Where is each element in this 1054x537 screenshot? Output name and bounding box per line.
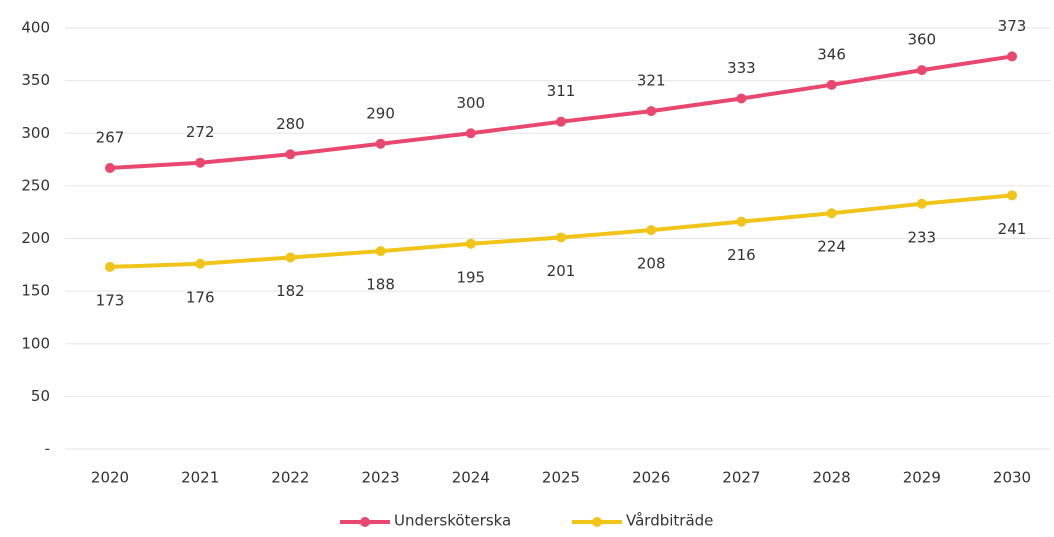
x-tick-label: 2030 <box>993 469 1031 487</box>
point <box>736 93 747 104</box>
point <box>465 128 476 139</box>
y-tick-label: 250 <box>21 176 50 194</box>
point <box>916 198 927 209</box>
point <box>1007 190 1017 201</box>
x-tick-label: 2022 <box>271 469 309 487</box>
x-tick-label: 2026 <box>632 469 670 487</box>
point <box>556 116 566 127</box>
series-line <box>109 54 1013 170</box>
data-label: 346 <box>817 45 846 63</box>
data-label: 173 <box>96 291 125 309</box>
data-label: 311 <box>547 82 576 100</box>
data-label: 373 <box>998 17 1027 35</box>
x-tick-label: 2021 <box>181 469 219 487</box>
point <box>285 252 296 263</box>
point <box>826 208 837 219</box>
point <box>195 157 206 168</box>
legend-label: Vårdbiträde <box>626 512 713 530</box>
point <box>646 106 657 117</box>
y-tick-label: 300 <box>21 124 50 142</box>
x-tick-label: 2025 <box>542 469 580 487</box>
point <box>105 261 115 272</box>
point <box>646 225 657 236</box>
point <box>556 232 566 243</box>
data-label: 272 <box>186 123 215 141</box>
y-tick-label: 350 <box>21 71 50 89</box>
point <box>916 65 927 76</box>
y-tick-label: 200 <box>21 229 50 247</box>
data-label: 290 <box>366 104 395 122</box>
data-label: 300 <box>456 94 485 112</box>
legend-marker <box>592 517 602 527</box>
data-label: 216 <box>727 246 756 264</box>
x-tick-label: 2027 <box>722 469 760 487</box>
point <box>465 238 476 249</box>
data-label: 280 <box>276 115 305 133</box>
data-label: 360 <box>907 31 936 49</box>
y-tick-label: 400 <box>21 19 50 37</box>
x-tick-label: 2029 <box>903 469 941 487</box>
series-line <box>109 193 1013 269</box>
legend-label: Undersköterska <box>394 512 511 530</box>
data-label: 195 <box>456 268 485 286</box>
point <box>375 246 386 257</box>
x-tick-label: 2023 <box>362 469 400 487</box>
point <box>285 149 296 160</box>
legend-marker <box>360 517 370 527</box>
point <box>375 138 386 149</box>
data-label: 182 <box>276 282 305 300</box>
data-label: 176 <box>186 288 215 306</box>
data-label: 208 <box>637 255 666 273</box>
x-tick-label: 2020 <box>91 469 129 487</box>
data-label: 333 <box>727 59 756 77</box>
y-tick-label: 100 <box>21 334 50 352</box>
data-label: 321 <box>637 72 666 90</box>
point <box>195 258 206 269</box>
data-label: 224 <box>817 238 846 256</box>
data-label: 241 <box>998 220 1027 238</box>
point <box>736 216 747 227</box>
data-label: 188 <box>366 276 395 294</box>
y-tick-label: - <box>45 440 50 458</box>
x-tick-label: 2024 <box>452 469 490 487</box>
data-label: 233 <box>907 228 936 246</box>
point <box>826 79 837 90</box>
y-tick-label: 50 <box>31 387 50 405</box>
data-label: 267 <box>96 128 125 146</box>
point <box>105 162 115 173</box>
x-tick-label: 2028 <box>813 469 851 487</box>
point <box>1007 51 1017 62</box>
y-tick-label: 150 <box>21 282 50 300</box>
data-label: 201 <box>547 262 576 280</box>
